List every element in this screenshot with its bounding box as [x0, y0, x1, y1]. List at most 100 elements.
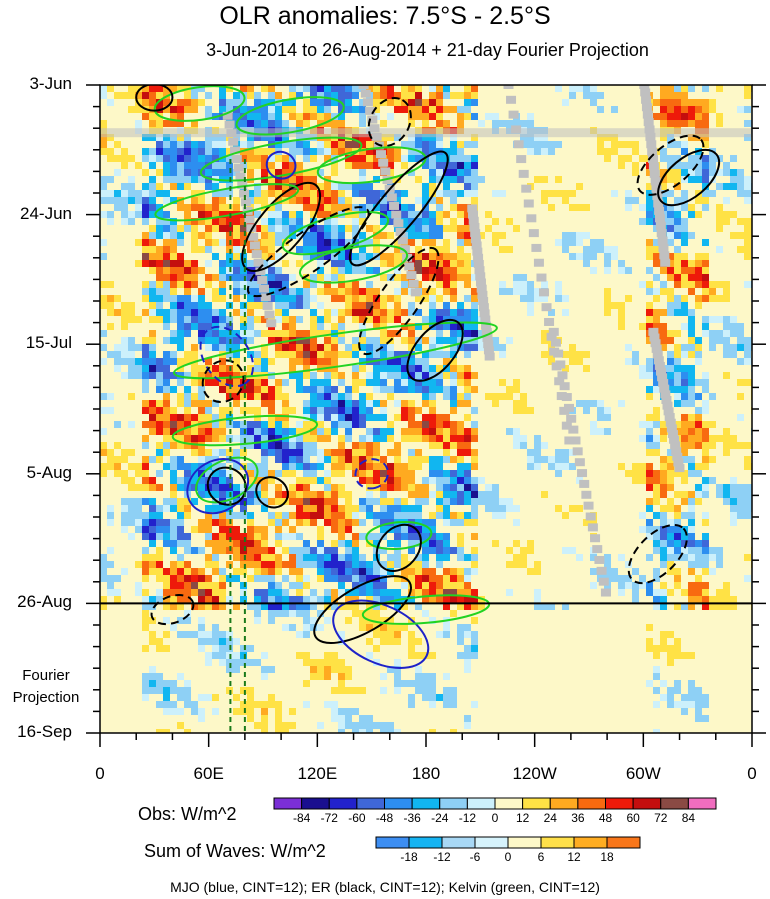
field-cell: [156, 169, 163, 176]
field-cell: [422, 386, 429, 393]
y-tick-label: 15-Jul: [25, 333, 72, 353]
field-cell: [744, 379, 751, 386]
field-cell: [317, 246, 324, 253]
field-cell: [289, 603, 296, 610]
field-cell: [702, 491, 709, 498]
field-cell: [436, 211, 443, 218]
field-cell: [338, 540, 345, 547]
field-cell: [191, 267, 198, 274]
field-cell: [702, 701, 709, 708]
field-cell: [702, 267, 709, 274]
field-cell: [142, 617, 149, 624]
field-cell: [261, 379, 268, 386]
field-cell: [282, 148, 289, 155]
field-cell: [359, 316, 366, 323]
field-cell: [212, 463, 219, 470]
field-cell: [667, 463, 674, 470]
field-cell: [226, 666, 233, 673]
field-cell: [401, 393, 408, 400]
field-cell: [163, 708, 170, 715]
field-cell: [373, 449, 380, 456]
field-cell: [562, 246, 569, 253]
missing-data-cell: [654, 361, 665, 370]
field-cell: [443, 470, 450, 477]
field-cell: [422, 92, 429, 99]
field-cell: [681, 491, 688, 498]
field-cell: [303, 337, 310, 344]
field-cell: [345, 162, 352, 169]
field-cell: [625, 358, 632, 365]
field-cell: [443, 631, 450, 638]
field-cell: [499, 400, 506, 407]
field-cell: [653, 666, 660, 673]
field-cell: [681, 400, 688, 407]
field-cell: [667, 260, 674, 267]
field-cell: [163, 449, 170, 456]
field-cell: [506, 225, 513, 232]
field-cell: [184, 99, 191, 106]
field-cell: [569, 463, 576, 470]
field-cell: [310, 99, 317, 106]
field-cell: [667, 351, 674, 358]
field-cell: [450, 330, 457, 337]
field-cell: [275, 533, 282, 540]
y-tick-label: 26-Aug: [17, 592, 72, 612]
field-cell: [723, 596, 730, 603]
field-cell: [233, 652, 240, 659]
field-cell: [107, 463, 114, 470]
field-cell: [506, 92, 513, 99]
field-cell: [408, 421, 415, 428]
field-cell: [443, 533, 450, 540]
field-cell: [191, 218, 198, 225]
field-cell: [604, 155, 611, 162]
field-cell: [506, 288, 513, 295]
field-cell: [219, 652, 226, 659]
field-cell: [233, 218, 240, 225]
field-cell: [184, 372, 191, 379]
field-cell: [401, 204, 408, 211]
field-cell: [681, 512, 688, 519]
field-cell: [310, 246, 317, 253]
field-cell: [184, 582, 191, 589]
field-cell: [212, 218, 219, 225]
missing-data-cell: [646, 140, 657, 149]
field-cell: [422, 239, 429, 246]
field-cell: [324, 309, 331, 316]
field-cell: [268, 715, 275, 722]
field-cell: [149, 302, 156, 309]
field-cell: [296, 288, 303, 295]
field-cell: [464, 281, 471, 288]
field-cell: [219, 463, 226, 470]
field-cell: [317, 512, 324, 519]
field-cell: [268, 603, 275, 610]
field-cell: [744, 281, 751, 288]
field-cell: [219, 582, 226, 589]
field-cell: [387, 596, 394, 603]
missing-data-cell: [672, 452, 683, 461]
field-cell: [261, 666, 268, 673]
field-cell: [142, 442, 149, 449]
field-cell: [709, 162, 716, 169]
field-cell: [331, 687, 338, 694]
field-cell: [450, 281, 457, 288]
field-cell: [457, 638, 464, 645]
field-cell: [590, 554, 597, 561]
field-cell: [212, 470, 219, 477]
field-cell: [695, 512, 702, 519]
field-cell: [142, 288, 149, 295]
field-cell: [681, 351, 688, 358]
field-cell: [401, 211, 408, 218]
field-cell: [296, 421, 303, 428]
field-cell: [723, 330, 730, 337]
field-cell: [373, 351, 380, 358]
field-cell: [688, 456, 695, 463]
field-cell: [653, 575, 660, 582]
field-cell: [331, 659, 338, 666]
field-cell: [415, 666, 422, 673]
field-cell: [723, 197, 730, 204]
field-cell: [681, 232, 688, 239]
field-cell: [513, 253, 520, 260]
field-cell: [681, 218, 688, 225]
field-cell: [366, 561, 373, 568]
field-cell: [289, 561, 296, 568]
